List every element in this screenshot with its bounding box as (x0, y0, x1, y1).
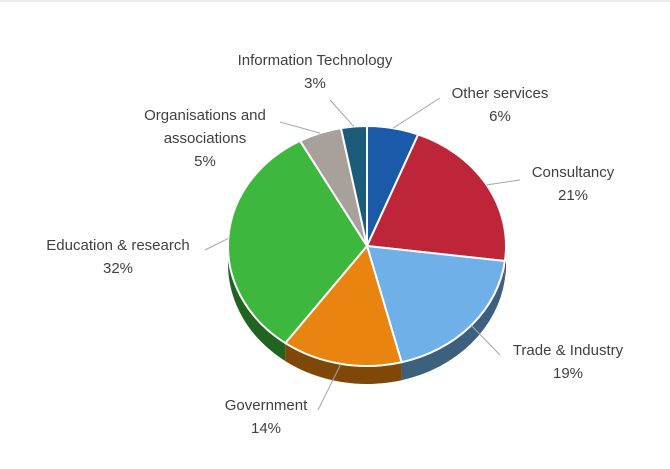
category-label: Organisations and associations (144, 107, 266, 147)
value-label: 6% (489, 108, 511, 125)
value-label: 5% (194, 153, 216, 170)
category-label: Trade & Industry (512, 342, 624, 359)
data-label: Organisations and associations 5% (130, 104, 280, 173)
slice (365, 133, 507, 263)
leader-line (470, 325, 501, 356)
slice-side (401, 261, 505, 381)
slice (283, 243, 403, 367)
slice (227, 139, 369, 345)
data-label: Government 14% (181, 394, 351, 440)
value-label: 32% (102, 260, 134, 277)
data-label: Other services 6% (415, 82, 585, 128)
leader-line (317, 363, 342, 411)
value-label: 21% (557, 187, 589, 204)
leader-line (392, 97, 441, 129)
leader-line (329, 99, 355, 127)
value-label: 14% (250, 420, 282, 437)
category-label: Government (224, 397, 308, 414)
slice (365, 244, 507, 364)
slice (339, 124, 368, 247)
slice-side (285, 343, 402, 385)
value-label: 3% (304, 75, 326, 92)
category-label: Information Technology (237, 52, 393, 69)
category-label: Consultancy (531, 164, 615, 181)
leader-line (486, 179, 521, 186)
data-label: Trade & Industry 19% (483, 339, 653, 385)
leader-line (204, 238, 229, 251)
leader-line (279, 121, 321, 134)
data-label: Consultancy 21% (488, 161, 658, 207)
category-label: Other services (451, 85, 549, 102)
value-label: 19% (552, 365, 584, 382)
category-label: Education & research (46, 237, 190, 254)
data-label: Information Technology 3% (230, 49, 400, 95)
data-label: Education & research 32% (33, 234, 203, 280)
slice-side (228, 246, 286, 362)
